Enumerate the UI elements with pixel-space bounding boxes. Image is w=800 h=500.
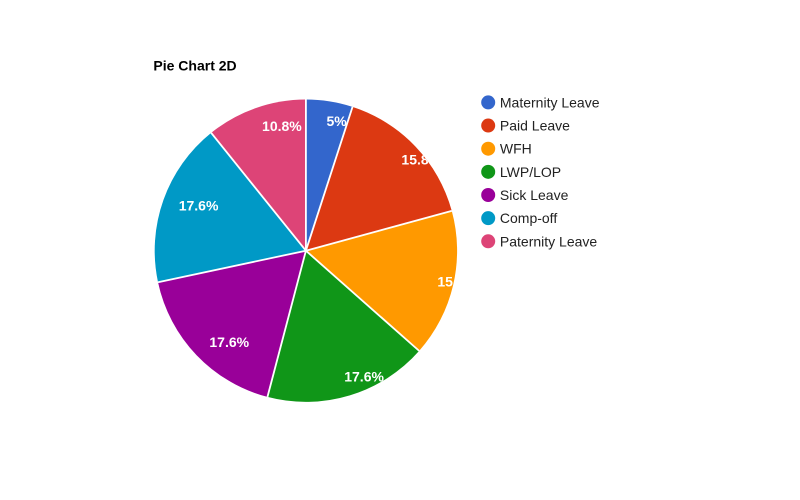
svg-text:17.6%: 17.6%: [344, 368, 384, 384]
svg-text:Comp-off: Comp-off: [500, 210, 557, 226]
svg-text:Sick Leave: Sick Leave: [500, 187, 569, 203]
svg-text:LWP/LOP: LWP/LOP: [500, 164, 561, 180]
svg-text:Pie Chart 2D: Pie Chart 2D: [153, 58, 236, 74]
svg-text:5%: 5%: [327, 113, 348, 129]
svg-text:15.8%: 15.8%: [437, 273, 477, 289]
svg-text:17.6%: 17.6%: [179, 197, 219, 213]
svg-text:WFH: WFH: [500, 141, 532, 157]
svg-text:Paid Leave: Paid Leave: [500, 118, 570, 134]
svg-text:10.8%: 10.8%: [262, 118, 302, 134]
svg-text:Paternity Leave: Paternity Leave: [500, 233, 597, 249]
svg-text:17.6%: 17.6%: [209, 334, 249, 350]
svg-text:Maternity Leave: Maternity Leave: [500, 94, 600, 110]
